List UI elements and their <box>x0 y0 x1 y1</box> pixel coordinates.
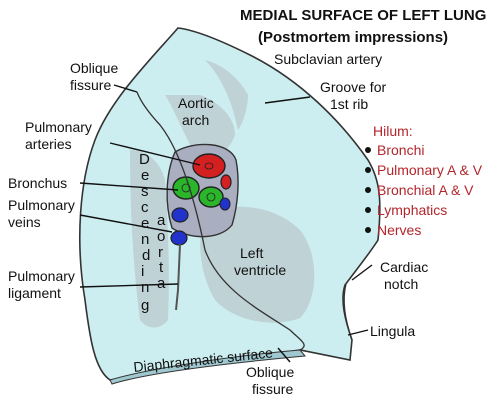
hilum-item: Nerves <box>377 222 421 238</box>
descending-letter: e <box>141 215 149 232</box>
oblique-fissure-line <box>136 91 305 351</box>
subclavian-impression <box>205 60 248 130</box>
pulmonary-vein-lower <box>170 230 188 246</box>
groove-label-2: 1st rib <box>330 96 368 112</box>
diaphragmatic-surface <box>109 349 306 385</box>
bronchus-main <box>172 176 200 200</box>
groove-label-1: Groove for <box>320 79 386 95</box>
hilar-node <box>219 197 231 211</box>
pulmonary-ligament-label-1: Pulmonary <box>8 268 75 284</box>
title-line2: (Postmortem impressions) <box>258 29 448 46</box>
cardiac-impression <box>200 206 315 323</box>
pulmonary-arteries-label-2: arteries <box>25 136 72 152</box>
bullet-icon <box>365 207 371 213</box>
descending-aorta-impression <box>130 150 169 328</box>
lingula-label: Lingula <box>370 323 415 339</box>
descending-letter: i <box>141 263 144 280</box>
oblique-fissure-bottom-label-2: fissure <box>252 381 293 397</box>
aorta-letter: t <box>159 259 164 276</box>
pulmonary-ligament-label-2: ligament <box>8 285 61 301</box>
descending-letter: s <box>141 183 149 200</box>
pulmonary-ligament-line <box>175 243 181 311</box>
title-line1: MEDIAL SURFACE OF LEFT LUNG <box>240 7 486 24</box>
hilum-item: Bronchial A & V <box>377 182 474 198</box>
bullet-icon <box>365 187 371 193</box>
pulmonary-artery <box>192 153 226 179</box>
oblique-fissure-top-label-2: fissure <box>70 77 111 93</box>
pulmonary-arteries-label-1: Pulmonary <box>25 119 92 135</box>
aorta-vertical-label: a o r t a <box>157 212 166 292</box>
descending-letter: n <box>141 279 149 296</box>
bullet-icon <box>365 167 371 173</box>
aorta-letter: a <box>157 212 166 229</box>
hilum-heading: Hilum: <box>373 123 413 139</box>
bronchial-artery <box>220 174 232 190</box>
descending-letter: g <box>141 297 149 314</box>
bronchus-secondary <box>198 186 224 208</box>
aorta-letter: r <box>158 244 163 261</box>
oblique-fissure-bottom-label-1: Oblique <box>246 364 294 380</box>
pulmonary-veins-label-1: Pulmonary <box>8 197 75 213</box>
descending-letter: d <box>142 247 150 264</box>
aortic-arch-label-2: arch <box>182 112 209 128</box>
bullet-icon <box>365 147 371 153</box>
aorta-letter: o <box>157 228 165 245</box>
pulmonary-veins-label-2: veins <box>8 214 41 230</box>
oblique-fissure-top-label-1: Oblique <box>70 60 118 76</box>
bullet-icon <box>365 227 371 233</box>
bronchus-label: Bronchus <box>8 175 67 191</box>
left-ventricle-label-1: Left <box>240 245 263 261</box>
hilum-item: Bronchi <box>377 142 424 158</box>
descending-letter: n <box>141 231 149 248</box>
left-ventricle-label-2: ventricle <box>234 262 286 278</box>
aortic-arch-label-1: Aortic <box>178 95 214 111</box>
cardiac-notch-label-2: notch <box>384 276 418 292</box>
descending-vertical-label: D e s c e n d i n g <box>139 151 150 314</box>
descending-letter: c <box>141 199 149 216</box>
descending-letter: e <box>141 167 149 184</box>
subclavian-artery-label: Subclavian artery <box>274 51 382 67</box>
aorta-letter: a <box>157 275 166 292</box>
cardiac-notch-label-1: Cardiac <box>380 259 428 275</box>
pulmonary-vein-upper <box>171 207 189 223</box>
hilum-item: Pulmonary A & V <box>377 162 483 178</box>
descending-letter: D <box>139 151 150 168</box>
hilum-item: Lymphatics <box>377 202 447 218</box>
hilum-list: Bronchi Pulmonary A & V Bronchial A & V … <box>365 142 483 238</box>
